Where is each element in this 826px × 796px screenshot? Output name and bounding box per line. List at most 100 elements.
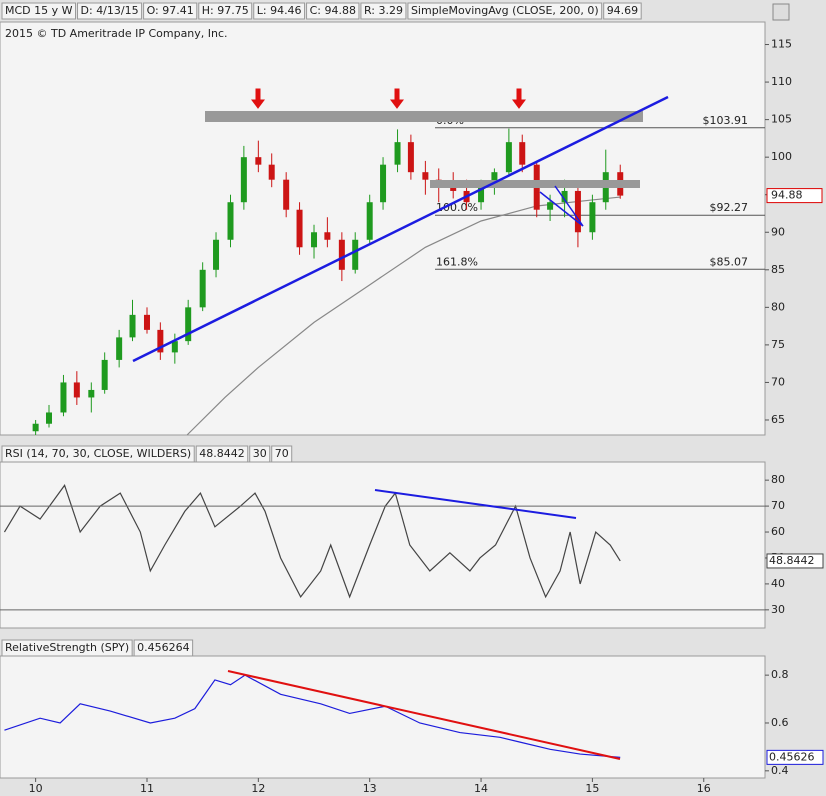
- y-tick-label: 115: [771, 38, 792, 51]
- candle-body: [255, 157, 262, 165]
- candle-body: [129, 314, 136, 338]
- candle-body: [366, 202, 373, 240]
- candle-body: [73, 382, 80, 398]
- x-tick-label: 13: [363, 782, 377, 795]
- subtitle: 2015 © TD Ameritrade IP Company, Inc.: [5, 27, 228, 40]
- y-tick-label: 90: [771, 225, 785, 238]
- header-box: [249, 445, 271, 463]
- header-text: SimpleMovingAvg (CLOSE, 200, 0): [411, 4, 599, 17]
- header-text: 94.69: [607, 4, 639, 17]
- last-price-label: 94.88: [771, 189, 803, 202]
- candle-body: [505, 142, 512, 173]
- y-tick-label: 80: [771, 300, 785, 313]
- header-text: H: 97.75: [202, 4, 249, 17]
- y-tick-label: 65: [771, 413, 785, 426]
- header-box: [198, 2, 253, 20]
- x-tick-label: 15: [585, 782, 599, 795]
- header-text: L: 94.46: [257, 4, 302, 17]
- header-text: C: 94.88: [310, 4, 356, 17]
- header-text: R: 3.29: [364, 4, 403, 17]
- y-tick-label: 100: [771, 150, 792, 163]
- candle-body: [227, 202, 234, 240]
- y-tick-label: 0.8: [771, 668, 789, 681]
- trendline: [132, 95, 669, 363]
- header-text: RelativeStrength (SPY): [5, 641, 129, 654]
- y-tick-label: 40: [771, 577, 785, 590]
- last-value-label: 0.45626: [769, 750, 815, 763]
- resistance-zone: [205, 111, 643, 122]
- header-box: [271, 445, 293, 463]
- candle-body: [422, 172, 429, 180]
- trendline: [539, 185, 584, 227]
- candle-body: [157, 329, 164, 353]
- candle-body: [450, 187, 457, 191]
- header-text: O: 97.41: [147, 4, 194, 17]
- candle-body: [213, 239, 220, 270]
- x-tick-label: 14: [474, 782, 488, 795]
- y-tick-label: 60: [771, 525, 785, 538]
- fib-value-label: $85.07: [710, 255, 749, 268]
- y-tick-label: 105: [771, 113, 792, 126]
- last-value-label: 48.8442: [769, 554, 815, 567]
- y-tick-label: 70: [771, 375, 785, 388]
- arrow: [251, 88, 265, 109]
- candle-body: [311, 232, 318, 248]
- header-box: [143, 2, 198, 20]
- y-tick-label: 0.4: [771, 764, 789, 777]
- candle-body: [185, 307, 192, 342]
- x-tick-label: 10: [29, 782, 43, 795]
- fib-label: 161.8%: [436, 255, 478, 268]
- fib-value-label: $103.91: [703, 114, 749, 127]
- candle-body: [324, 232, 331, 240]
- trendline: [374, 489, 577, 519]
- candle-body: [268, 164, 275, 180]
- header-box: [1, 445, 195, 463]
- fib-value-label: $92.27: [710, 201, 749, 214]
- y-tick-label: 30: [771, 603, 785, 616]
- price-panel: [0, 21, 766, 436]
- header-box: [603, 2, 642, 20]
- settings-button[interactable]: [772, 3, 790, 21]
- header-box: [360, 2, 407, 20]
- candle-body: [380, 164, 387, 203]
- header-box: [1, 2, 77, 20]
- x-tick-label: 12: [251, 782, 265, 795]
- support-zone: [430, 180, 640, 188]
- header-box: [77, 2, 143, 20]
- candle-body: [491, 172, 498, 188]
- candle-body: [240, 157, 247, 203]
- header-box: [133, 639, 194, 657]
- header-text: MCD 15 y W: [5, 4, 73, 17]
- candle-body: [407, 142, 414, 173]
- fib-label: 100.0%: [436, 201, 478, 214]
- trendline: [227, 670, 621, 760]
- x-tick-label: 11: [140, 782, 154, 795]
- y-tick-label: 70: [771, 499, 785, 512]
- arrows: [251, 88, 526, 109]
- series-line: [4, 674, 621, 758]
- header-box: [1, 639, 133, 657]
- candle-body: [589, 202, 596, 233]
- header-text: D: 4/13/15: [81, 4, 139, 17]
- candle-body: [296, 209, 303, 248]
- last-price-box: [766, 188, 823, 204]
- header-box: [306, 2, 360, 20]
- candle-body: [574, 190, 581, 233]
- candle-body: [519, 142, 526, 165]
- candle-body: [199, 269, 206, 308]
- y-tick-label: 85: [771, 263, 785, 276]
- rs-panel: [0, 655, 766, 779]
- last-value-box: [766, 749, 824, 765]
- y-tick-label: 80: [771, 473, 785, 486]
- candle-body: [116, 337, 123, 360]
- candle-body: [394, 142, 401, 165]
- candle-body: [32, 423, 39, 432]
- y-tick-label: 110: [771, 75, 792, 88]
- arrow: [512, 88, 526, 109]
- candle-body: [60, 382, 67, 413]
- candle-body: [143, 314, 150, 330]
- y-tick-label: 0.6: [771, 716, 789, 729]
- header-text: 30: [253, 447, 267, 460]
- candle-body: [478, 187, 485, 203]
